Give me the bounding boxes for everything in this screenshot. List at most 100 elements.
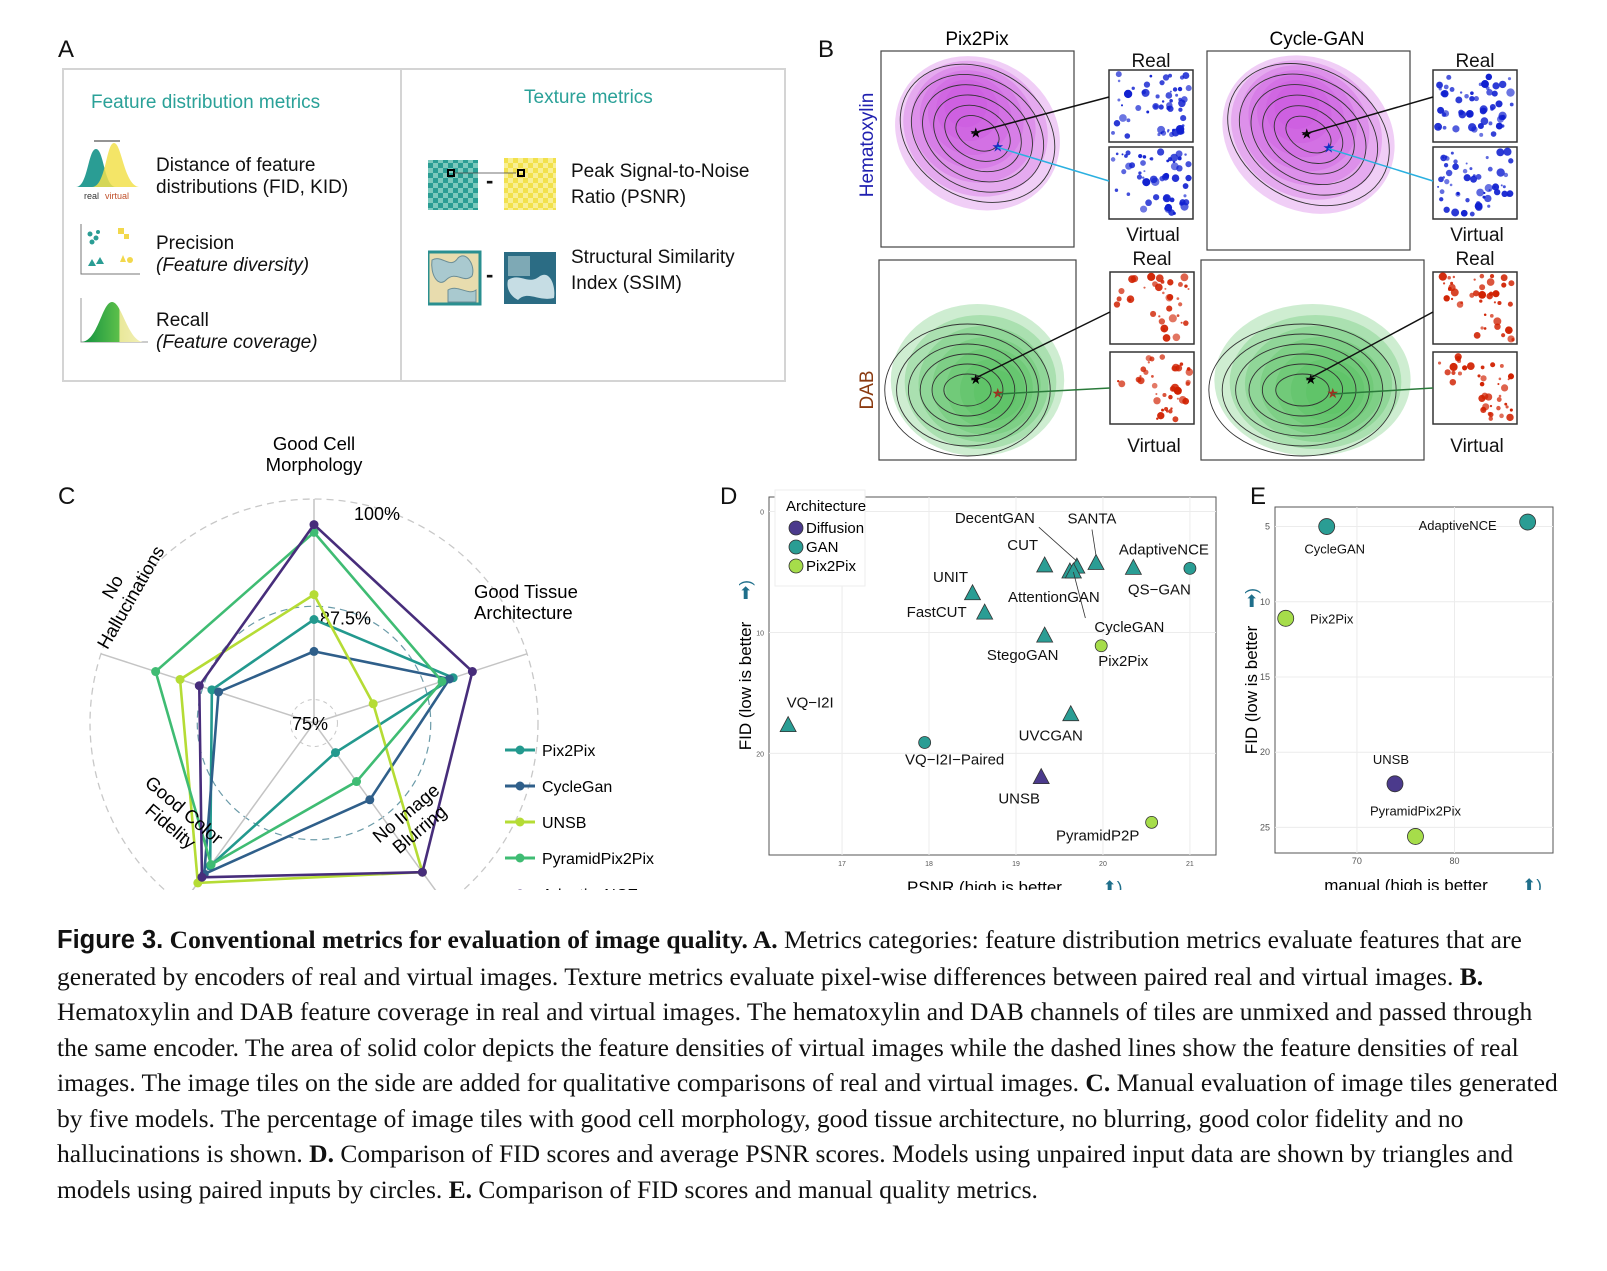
density-plot-frame	[878, 259, 1077, 461]
tile-blob	[1185, 85, 1192, 92]
tile-blob	[1479, 284, 1486, 291]
tile-blob	[1142, 155, 1147, 159]
tile-blob	[1470, 91, 1474, 95]
tile-blob	[1185, 161, 1192, 168]
tile-blob	[1116, 296, 1122, 302]
data-point-circle	[1407, 828, 1424, 845]
point-label: Pix2Pix	[1310, 611, 1354, 626]
tile-blob	[1450, 151, 1454, 155]
tile-blob	[1145, 199, 1152, 207]
tile-blob	[1151, 382, 1158, 389]
panel-label-c: C	[58, 483, 76, 510]
tile-blob	[1496, 115, 1505, 123]
tile-blob	[1159, 80, 1165, 86]
tile-blob	[1500, 274, 1508, 282]
tile-blob	[1110, 157, 1116, 162]
radar-point	[365, 795, 375, 805]
radar-series-line	[202, 650, 452, 877]
tile-blob	[1155, 274, 1164, 283]
radar-point	[309, 527, 319, 537]
point-label: AdaptiveNCE	[1119, 541, 1209, 558]
tile-blob	[1159, 354, 1166, 360]
virtual-arrow	[1328, 147, 1434, 182]
panel-label-d: D	[720, 483, 738, 510]
caption-segment: D.	[309, 1139, 334, 1168]
tile-blob	[1155, 393, 1158, 396]
radar-point	[197, 872, 207, 882]
x-axis-title: manual (high is better	[1324, 876, 1488, 890]
tile-blob	[1183, 194, 1187, 198]
tile-blob	[1442, 125, 1447, 130]
tile-blob	[1488, 121, 1493, 126]
radar-point	[417, 867, 427, 877]
tile-blob	[1498, 377, 1502, 381]
tile-blob	[1115, 71, 1122, 78]
tile-blob	[1483, 327, 1487, 330]
point-label: FastCUT	[907, 604, 967, 621]
virtual-arrow	[997, 146, 1110, 182]
tile-blob	[1466, 113, 1469, 116]
tile-blob	[1157, 148, 1165, 156]
tile-blob	[1437, 361, 1442, 365]
tile-blob	[1180, 202, 1189, 211]
tile-blob	[1445, 169, 1453, 177]
point-label: UNSB	[1373, 752, 1409, 767]
data-point-triangle	[1124, 558, 1143, 575]
radar-chart: 100% 87.5% 75% Pix2Pix CycleGan UNSB PyramidPi…	[89, 433, 654, 890]
tile-blob	[1131, 86, 1135, 90]
tile-blob	[1141, 176, 1145, 179]
tile-blob	[1499, 413, 1504, 419]
tile-blob	[1439, 197, 1444, 202]
data-point-circle	[918, 736, 932, 749]
tile-blob	[1135, 376, 1142, 383]
real-centroid-star-icon: ★	[1305, 371, 1318, 387]
x-tick-label: 17	[838, 861, 846, 868]
virtual-density-area	[895, 56, 1060, 211]
tile-blob	[1176, 297, 1180, 300]
tile-blob	[1487, 204, 1491, 208]
tile-blob	[1501, 282, 1507, 288]
legend-title: Architecture	[786, 498, 866, 515]
tile-blob	[1436, 81, 1443, 89]
minus-sign: -	[486, 262, 494, 287]
tile-blob	[1482, 107, 1488, 113]
tile-blob	[1469, 167, 1473, 171]
tile-blob	[1172, 87, 1178, 92]
tile-blob	[1492, 82, 1500, 90]
ssim-line1: Structural Similarity	[571, 247, 735, 268]
tile-blob	[1449, 378, 1457, 386]
precision-line2: (Feature diversity)	[156, 255, 310, 276]
tile-blob	[1500, 184, 1503, 187]
x-tick-label: 18	[925, 861, 933, 868]
tile-blob	[1168, 409, 1173, 414]
caption-segment: Manual evaluation of image tiles generat…	[57, 1068, 1558, 1168]
tile-blob	[1121, 153, 1124, 156]
tile-blob	[1143, 286, 1146, 289]
data-point-triangle	[1064, 562, 1083, 579]
tile-blob	[1165, 409, 1169, 413]
tile-blob	[1143, 81, 1151, 88]
real-density-contour	[943, 373, 992, 407]
tile-blob	[1497, 300, 1502, 306]
tile-blob	[1457, 371, 1463, 376]
tile-blob	[1452, 125, 1460, 133]
tile-blob	[1171, 363, 1180, 372]
tile-blob	[1508, 280, 1515, 287]
tile-blob	[1149, 175, 1158, 184]
tile-blob	[1455, 96, 1463, 104]
tile-blob	[1183, 320, 1189, 326]
tile-blob	[1117, 98, 1121, 102]
caption-segment: B.	[1459, 961, 1484, 991]
tile-blob	[1496, 168, 1505, 177]
real-label: real	[84, 191, 99, 201]
legend-label: Diffusion	[806, 520, 864, 537]
tile-blob	[1437, 106, 1445, 114]
up-arrow-icon: ⬆)	[1103, 878, 1123, 890]
real-density-contour	[896, 333, 1039, 447]
real-label: Real	[1455, 51, 1494, 72]
real-label: Real	[1132, 249, 1171, 270]
tile-blob	[1129, 162, 1136, 169]
virtual-centroid-star-icon: ★	[992, 385, 1005, 401]
x-tick-label: 19	[1012, 861, 1020, 868]
tile-blob	[1438, 87, 1442, 91]
